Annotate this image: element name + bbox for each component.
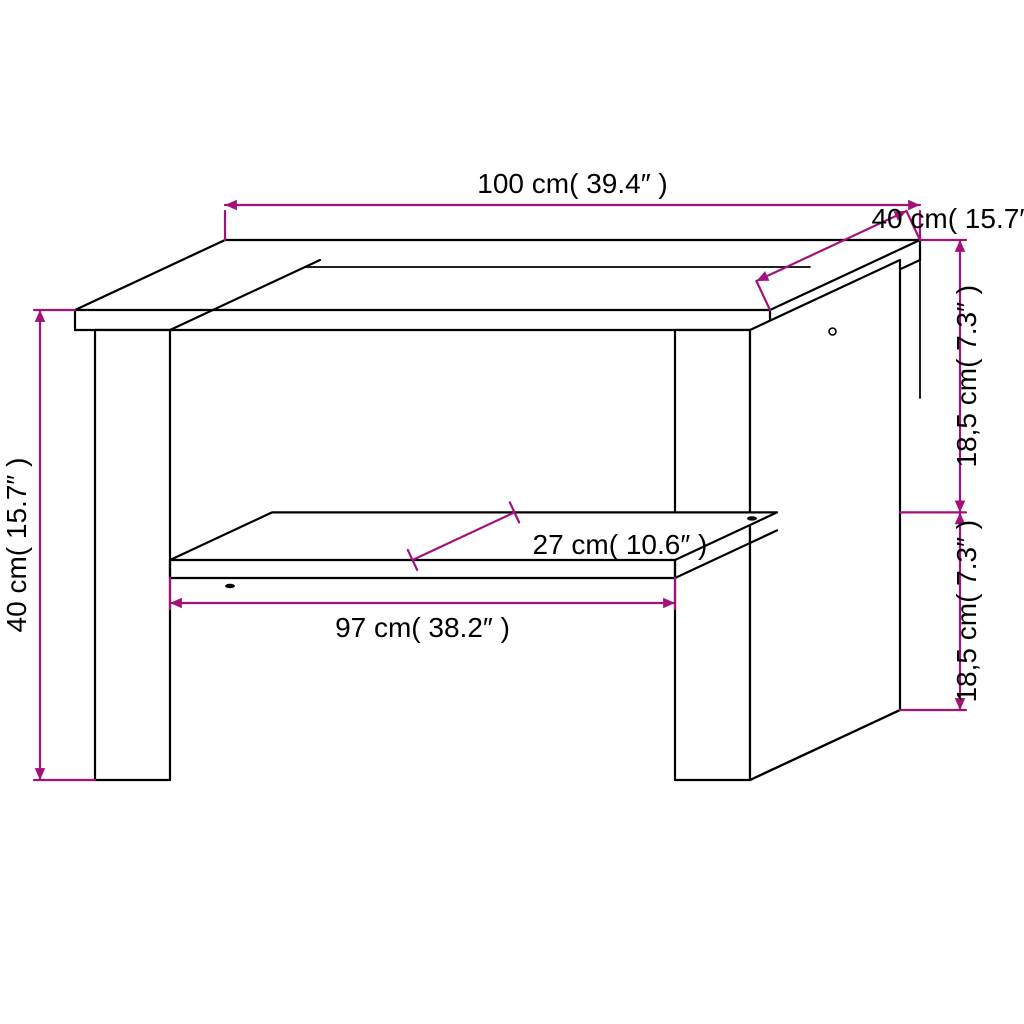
label-inner-width: 97 cm( 38.2″ ): [335, 612, 510, 643]
dimension-diagram: 100 cm( 39.4″ ) 40 cm( 15.7″ ) 40 cm( 15.7…: [0, 0, 1024, 1024]
label-depth: 40 cm( 15.7″ ): [871, 203, 1024, 234]
label-upper-gap: 18,5 cm( 7.3″ ): [951, 285, 982, 468]
label-shelf-depth: 27 cm( 10.6″ ): [533, 529, 708, 560]
label-height: 40 cm( 15.7″ ): [1, 458, 32, 633]
label-width: 100 cm( 39.4″ ): [477, 168, 667, 199]
furniture-outline: [75, 240, 920, 780]
label-lower-gap: 18,5 cm( 7.3″ ): [951, 520, 982, 703]
